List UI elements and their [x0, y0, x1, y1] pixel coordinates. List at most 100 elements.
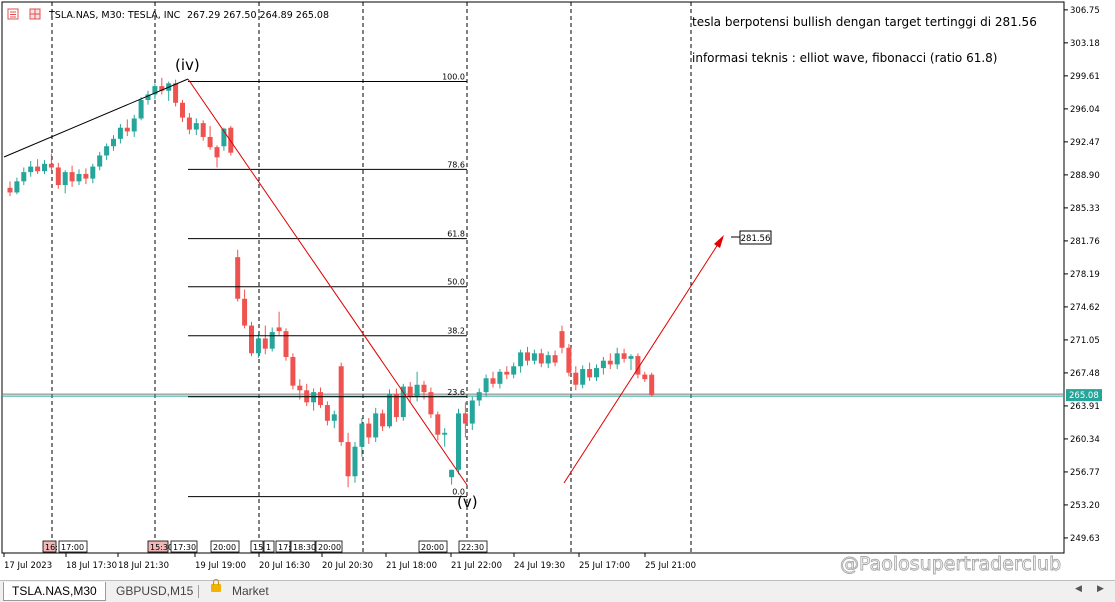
candle-body — [407, 386, 413, 397]
candle-body — [566, 347, 572, 373]
fib-level-label: 78.6 — [447, 160, 465, 169]
candle-body — [373, 413, 379, 438]
session-marker-label: 15: — [253, 543, 266, 552]
session-marker-label: 16: — [45, 543, 58, 552]
price-tick-label: 249.63 — [1070, 534, 1100, 544]
price-tick-label: 263.91 — [1070, 402, 1100, 412]
candle-body — [531, 353, 537, 361]
annotations: tesla berpotensi bullish dengan target t… — [175, 15, 1062, 575]
candle-body — [635, 356, 641, 375]
chart-tab-bar: TSLA.NAS,M30 GBPUSD,M15 Market ◀ ▶ — [0, 579, 1115, 602]
time-tick-label: 18 Jul 17:30 — [66, 561, 117, 571]
candle-body — [131, 118, 137, 132]
price-tick-label: 285.33 — [1070, 204, 1100, 214]
ohlc-values: 267.29 267.50 264.89 265.08 — [187, 10, 329, 21]
time-tick-label: 19 Jul 19:00 — [195, 561, 246, 571]
tab-gbpusd-m15[interactable]: GBPUSD,M15 — [116, 584, 194, 598]
time-tick-label: 20 Jul 20:30 — [322, 561, 373, 571]
annotation-technical-note: informasi teknis : elliot wave, fibonacc… — [692, 51, 997, 65]
session-marker-box — [315, 540, 343, 553]
candle-body — [387, 393, 392, 427]
candles — [7, 77, 655, 488]
time-tick-label: 21 Jul 22:00 — [451, 561, 502, 571]
time-tick-label: 25 Jul 17:00 — [579, 561, 630, 571]
scroll-left-icon[interactable]: ◀ — [1075, 583, 1082, 593]
candle-body — [55, 167, 61, 186]
candle-body — [228, 127, 234, 153]
session-marker-label: 20:00 — [421, 543, 444, 552]
price-tick-label: 281.76 — [1070, 237, 1100, 247]
time-tick-label: 17 Jul 2023 — [4, 561, 52, 571]
candle-body — [518, 352, 524, 367]
candle-body — [262, 338, 268, 349]
lock-icon — [211, 579, 221, 592]
target-arrowhead — [714, 235, 724, 248]
price-chart[interactable]: 100.0 78.6 61.8 50.0 38.2 23.6 0.0 281.56 306.… — [0, 0, 1115, 580]
price-tick-label: 288.90 — [1070, 171, 1100, 181]
candle-body — [35, 166, 41, 172]
price-tick-label: 267.48 — [1070, 369, 1100, 379]
candle-body — [456, 413, 461, 470]
candle-body — [117, 127, 123, 139]
candle-body — [14, 181, 20, 193]
candle-body — [69, 172, 75, 182]
fib-level-label: 100.0 — [442, 73, 465, 82]
session-marker-box — [458, 540, 488, 553]
tab-market[interactable]: Market — [232, 584, 269, 598]
annotation-target-note: tesla berpotensi bullish dengan target t… — [692, 15, 1037, 29]
candle-body — [159, 86, 165, 91]
candle-body — [552, 355, 558, 363]
candle-body — [152, 86, 158, 95]
candle-body — [649, 374, 655, 396]
candle-body — [76, 173, 82, 182]
candle-body — [380, 413, 386, 427]
scroll-right-icon[interactable]: ▶ — [1097, 583, 1104, 593]
wave-v-decline-line — [187, 78, 468, 486]
candle-body — [276, 327, 282, 332]
candle-body — [111, 138, 116, 147]
session-marker-label: 20:00 — [318, 543, 341, 552]
candle-body — [490, 378, 496, 384]
candle-body — [449, 469, 455, 478]
trend-drawings: 281.56 — [3, 78, 772, 486]
price-tick-label: 303.18 — [1070, 39, 1100, 49]
candle-body — [573, 372, 579, 385]
candle-body — [511, 366, 517, 375]
candle-body — [324, 405, 330, 421]
candle-body — [200, 123, 206, 137]
candle-body — [504, 371, 510, 375]
chart-menu-icon[interactable] — [7, 8, 19, 20]
candle-body — [173, 83, 179, 103]
candle-body — [207, 136, 213, 148]
session-marker-box — [58, 540, 88, 553]
candle-body — [235, 257, 241, 299]
candle-body — [587, 369, 593, 378]
candle-body — [621, 353, 627, 359]
candle-body — [366, 423, 372, 438]
tab-tsla-m30[interactable]: TSLA.NAS,M30 — [3, 582, 106, 601]
chart-canvas[interactable]: 100.0 78.6 61.8 50.0 38.2 23.6 0.0 281.56 306.… — [0, 0, 1115, 580]
session-marker-label: 22:30 — [461, 543, 484, 552]
chart-header: TSLA.NAS, M30: TESLA, INC 267.29 267.50 … — [7, 8, 329, 21]
fib-level-label: 0.0 — [452, 488, 465, 497]
candle-body — [290, 357, 296, 386]
price-tick-label: 260.34 — [1070, 435, 1100, 445]
session-marker-box — [418, 540, 448, 553]
session-marker-label: 17: — [278, 543, 291, 552]
watermark: @Paolosupertraderclub — [840, 553, 1061, 575]
candle-body — [242, 298, 248, 326]
session-marker-box — [170, 540, 198, 553]
price-tick-label: 278.19 — [1070, 270, 1100, 280]
chart-grid-toggle-icon[interactable] — [29, 8, 41, 20]
candle-body — [338, 366, 344, 443]
candle-body — [421, 384, 427, 393]
session-marker-box — [147, 540, 169, 553]
candle-body — [462, 413, 468, 424]
candle-body — [269, 332, 275, 349]
fib-level-label: 23.6 — [447, 388, 465, 397]
candle-body — [545, 355, 551, 364]
session-marker-label: 15:30 — [150, 543, 173, 552]
fib-level-label: 61.8 — [447, 230, 465, 239]
candle-body — [48, 163, 54, 168]
session-marker-box — [210, 540, 240, 553]
